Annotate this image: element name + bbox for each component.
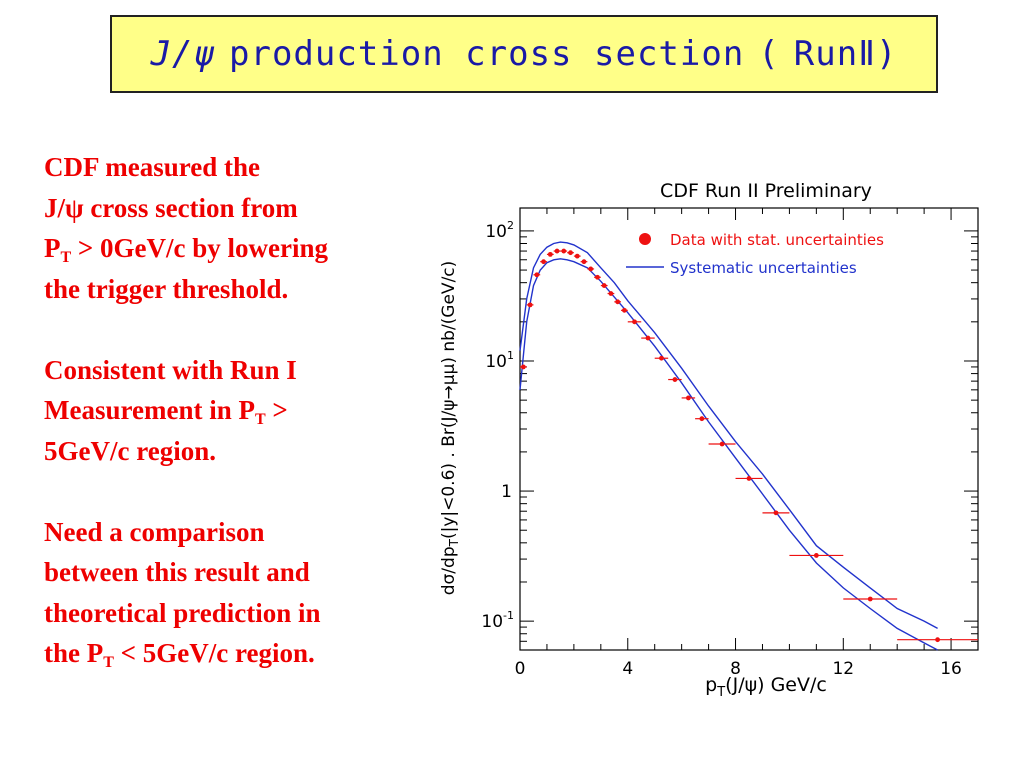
x-tick-label: 16 [940, 659, 962, 679]
data-point [621, 307, 627, 313]
data-point [534, 272, 540, 278]
data-point [935, 637, 940, 643]
x-axis-label-rest: (J/ψ) GeV/c [725, 674, 827, 696]
y-tick-label: 101 [485, 349, 514, 372]
data-point [719, 441, 725, 447]
x-tick-label: 8 [730, 659, 741, 679]
data-point [773, 510, 779, 516]
data-point [568, 250, 573, 256]
note1-line2: J/ψ cross section from [44, 192, 298, 223]
data-point [699, 416, 705, 422]
note3-line3: theoretical prediction in [44, 597, 321, 628]
chart-title: CDF Run II Preliminary [660, 180, 872, 202]
data-points [520, 248, 978, 643]
title-psi-symbol: ψ [193, 34, 216, 74]
y-tick-label: 1 [501, 482, 512, 502]
data-point [867, 596, 873, 602]
slide-title: J/ψ production cross section ( Run Ⅱ) [110, 15, 938, 93]
note3-line4-rest: < 5GeV/c region. [113, 638, 315, 668]
note2-line2: Measurement in P [44, 395, 255, 425]
title-paren-close: ) [875, 34, 898, 74]
y-axis-ticks [520, 230, 978, 651]
data-point [561, 248, 567, 254]
data-point [541, 259, 546, 265]
x-axis-label: pT(J/ψ) GeV/c [705, 674, 827, 700]
x-axis-label-sub: T [716, 685, 725, 700]
x-tick-label: 4 [622, 659, 633, 679]
data-point [601, 283, 607, 288]
note2-line2-rest: > [265, 395, 288, 425]
notes-text: CDF measured the J/ψ cross section from … [44, 147, 414, 714]
data-point [672, 377, 678, 382]
data-point [520, 364, 526, 370]
note3-line4-start: the P [44, 638, 104, 668]
data-point [659, 355, 664, 361]
data-point [615, 299, 621, 305]
title-main-text: production cross section [229, 34, 745, 74]
note1-line4: the trigger threshold. [44, 273, 289, 304]
note-paragraph-2: Consistent with Run I Measurement in PT … [44, 350, 414, 472]
y-axis-tick-labels: 10-1 1 101 102 [481, 219, 514, 632]
note1-line1: CDF measured the [44, 152, 260, 182]
title-run-roman: Ⅱ [858, 34, 876, 74]
note1-line3-rest: > 0GeV/c by lowering [71, 233, 329, 263]
note2-subscript: T [254, 411, 266, 428]
legend-data-marker [639, 233, 651, 245]
note-paragraph-1: CDF measured the J/ψ cross section from … [44, 147, 414, 309]
data-point [746, 476, 752, 481]
note3-line2: between this result and [44, 557, 310, 587]
note-paragraph-3: Need a comparison between this result an… [44, 512, 414, 674]
title-paren-open: ( [758, 34, 780, 74]
data-point [581, 259, 587, 265]
data-point [685, 395, 691, 401]
legend-band-label: Systematic uncertainties [670, 259, 857, 277]
legend-data-label: Data with stat. uncertainties [670, 231, 884, 249]
note2-line3: 5GeV/c region. [44, 435, 216, 466]
data-point [608, 291, 614, 296]
data-point [527, 302, 533, 308]
note2-line1: Consistent with Run I [44, 354, 297, 385]
note3-line1: Need a comparison [44, 516, 265, 547]
title-jpsi-prefix: J/ [150, 34, 194, 74]
x-tick-label: 12 [832, 659, 854, 679]
y-axis-label-sub: T [447, 538, 461, 547]
note3-subscript: T [103, 654, 114, 671]
data-point [554, 248, 560, 254]
y-tick-label: 10-1 [481, 609, 514, 632]
y-axis-label-b: (|y|<0.6) . Br(J/ψ→μμ) nb/(GeV/c) [439, 261, 459, 539]
note1-line3-p: P [44, 233, 61, 263]
data-point [574, 253, 580, 259]
x-axis-tick-labels: 0 4 8 12 16 [515, 659, 962, 679]
data-point [645, 335, 651, 341]
band-lower-curve [519, 258, 938, 651]
data-point [588, 266, 594, 272]
title-run-label: Run [793, 34, 859, 74]
x-tick-label: 0 [515, 659, 526, 679]
y-axis-label-a: dσ/dp [439, 546, 459, 595]
x-axis-label-p: p [705, 674, 717, 696]
data-point [813, 553, 819, 558]
data-point [547, 251, 553, 257]
data-point [595, 274, 600, 280]
data-point [632, 319, 637, 325]
band-upper-curve [519, 241, 938, 630]
cross-section-chart: CDF Run II Preliminary 10-1 1 101 102 0 4 8 12… [439, 180, 979, 700]
y-axis-label: dσ/dpT(|y|<0.6) . Br(J/ψ→μμ) nb/(GeV/c) [439, 261, 461, 596]
y-tick-label: 102 [485, 219, 514, 242]
note1-subscript: T [60, 249, 72, 266]
